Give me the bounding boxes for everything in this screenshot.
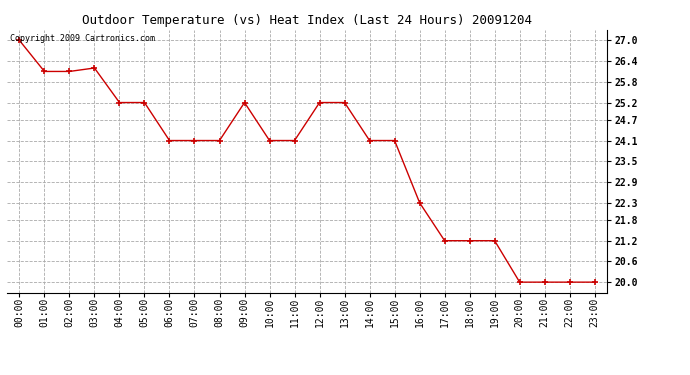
Title: Outdoor Temperature (vs) Heat Index (Last 24 Hours) 20091204: Outdoor Temperature (vs) Heat Index (Las… [82,15,532,27]
Text: Copyright 2009 Cartronics.com: Copyright 2009 Cartronics.com [10,34,155,43]
